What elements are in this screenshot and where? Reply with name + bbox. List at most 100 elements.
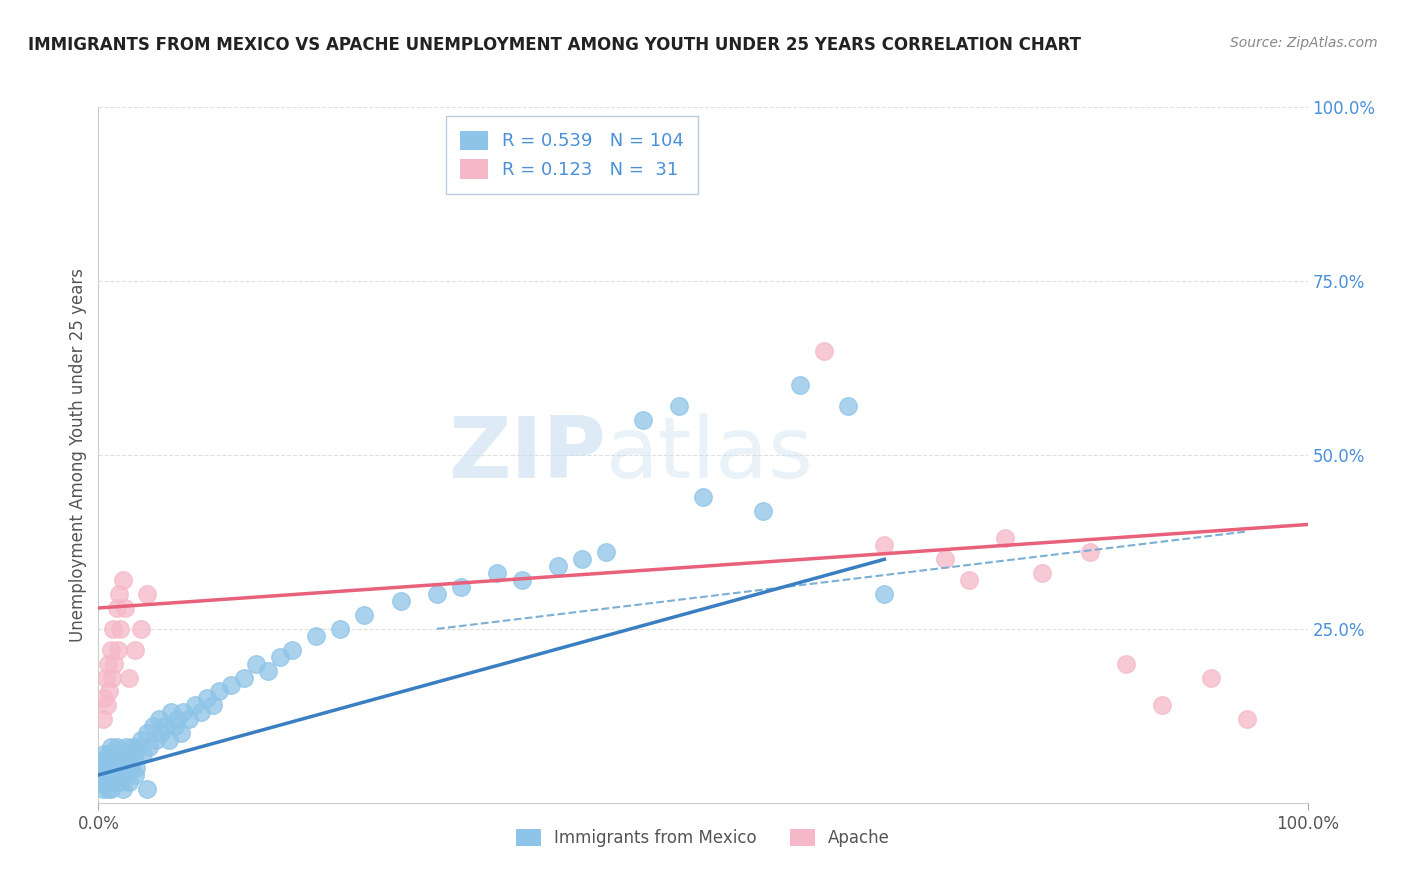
Point [114, 754, 136, 768]
Point [129, 622, 152, 636]
Point [163, 719, 186, 733]
Point [135, 781, 157, 796]
Point [100, 740, 122, 755]
Point [125, 761, 148, 775]
Point [96, 754, 118, 768]
Point [96, 768, 118, 782]
Point [1152, 698, 1174, 713]
Point [813, 343, 835, 358]
Point [111, 761, 134, 775]
Point [329, 622, 352, 636]
Point [789, 378, 811, 392]
Point [668, 399, 690, 413]
Point [1115, 657, 1137, 671]
Point [195, 691, 218, 706]
Point [1078, 545, 1101, 559]
Point [124, 747, 146, 761]
Point [957, 573, 980, 587]
Point [145, 733, 167, 747]
Point [353, 607, 375, 622]
Point [101, 761, 124, 775]
Point [510, 573, 533, 587]
Point [91, 754, 114, 768]
Point [97, 657, 120, 671]
Point [115, 740, 138, 755]
Point [160, 706, 183, 720]
Point [135, 726, 157, 740]
Point [91, 712, 114, 726]
Point [118, 775, 141, 789]
Point [100, 754, 122, 768]
Point [1031, 566, 1053, 581]
Point [108, 747, 131, 761]
Point [124, 642, 146, 657]
Point [104, 747, 127, 761]
Point [124, 768, 146, 782]
Point [93, 691, 115, 706]
Point [120, 754, 142, 768]
Point [105, 768, 128, 782]
Point [184, 698, 207, 713]
Point [112, 747, 135, 761]
Point [110, 768, 132, 782]
Point [118, 671, 141, 685]
Point [100, 671, 122, 685]
Point [101, 622, 124, 636]
Point [129, 733, 152, 747]
Point [190, 706, 212, 720]
Point [101, 747, 124, 761]
Point [91, 781, 114, 796]
Point [389, 594, 412, 608]
Point [100, 781, 122, 796]
Point [118, 761, 141, 775]
Point [122, 754, 145, 768]
Point [221, 677, 243, 691]
Point [111, 781, 134, 796]
Point [107, 768, 129, 782]
Point [108, 587, 131, 601]
Point [103, 754, 125, 768]
Point [305, 629, 328, 643]
Point [873, 538, 896, 552]
Point [132, 747, 155, 761]
Point [837, 399, 859, 413]
Point [97, 761, 120, 775]
Point [100, 761, 122, 775]
Point [98, 768, 121, 782]
Point [202, 698, 225, 713]
Point [111, 573, 134, 587]
Point [595, 545, 617, 559]
Point [172, 706, 194, 720]
Point [256, 664, 278, 678]
Text: Source: ZipAtlas.com: Source: ZipAtlas.com [1230, 36, 1378, 50]
Point [98, 747, 121, 761]
Point [97, 781, 120, 796]
Point [93, 761, 115, 775]
Point [105, 740, 128, 755]
Point [98, 775, 121, 789]
Point [94, 775, 117, 789]
Point [107, 642, 129, 657]
Text: ZIP: ZIP [449, 413, 606, 497]
Point [127, 740, 149, 755]
Point [692, 490, 714, 504]
Text: atlas: atlas [606, 413, 814, 497]
Point [108, 775, 131, 789]
Point [169, 726, 191, 740]
Point [103, 657, 125, 671]
Point [100, 642, 122, 657]
Point [157, 733, 180, 747]
Y-axis label: Unemployment Among Youth under 25 years: Unemployment Among Youth under 25 years [69, 268, 87, 642]
Point [107, 754, 129, 768]
Point [100, 768, 122, 782]
Point [142, 719, 165, 733]
Point [108, 622, 131, 636]
Point [114, 768, 136, 782]
Point [94, 671, 117, 685]
Point [752, 503, 775, 517]
Point [1199, 671, 1222, 685]
Point [1236, 712, 1258, 726]
Point [97, 754, 120, 768]
Point [114, 601, 136, 615]
Point [571, 552, 593, 566]
